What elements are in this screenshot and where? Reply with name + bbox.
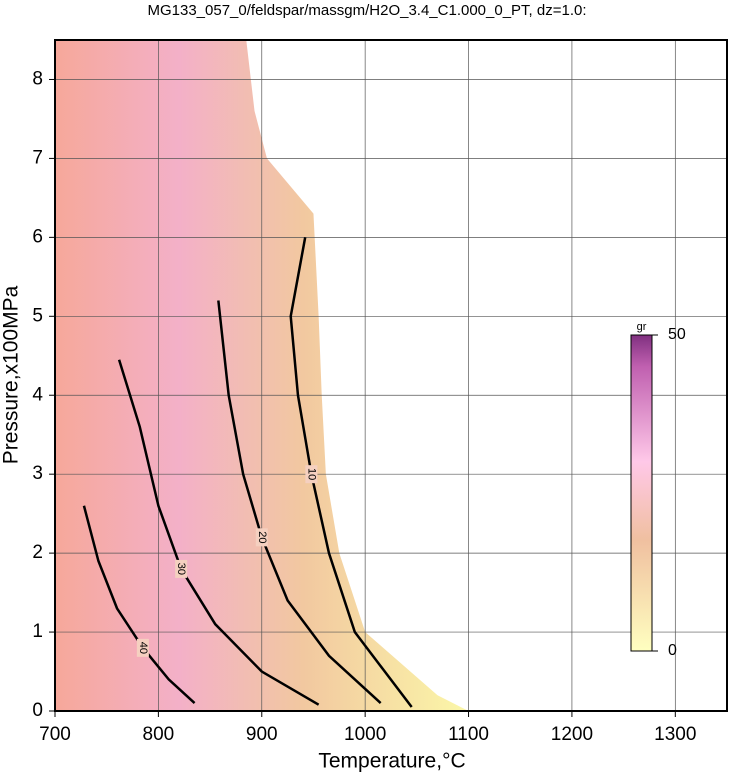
x-tick-label: 800 xyxy=(143,724,175,745)
colorbar-tick-label: 0 xyxy=(668,642,677,659)
colorbar-label: gr xyxy=(637,321,647,333)
x-axis-label: Temperature,°C xyxy=(318,750,465,773)
x-tick-label: 1300 xyxy=(654,724,696,745)
contour-label: 40 xyxy=(137,642,149,654)
y-tick-label: 2 xyxy=(32,542,43,563)
x-tick-label: 1100 xyxy=(448,724,489,745)
y-tick-label: 0 xyxy=(32,700,43,721)
x-tick-label: 900 xyxy=(246,724,278,745)
contour-label-bg xyxy=(305,465,318,484)
y-tick-label: 1 xyxy=(32,621,43,642)
y-tick-label: 3 xyxy=(32,463,43,484)
y-tick-label: 6 xyxy=(32,226,43,247)
contour-label-bg xyxy=(175,559,188,578)
y-tick-label: 8 xyxy=(32,68,43,89)
contour-label: 10 xyxy=(305,468,317,480)
plot-frame xyxy=(54,39,728,712)
contour-line xyxy=(82,505,196,705)
y-tick-label: 5 xyxy=(32,305,43,326)
x-tick-label: 1000 xyxy=(344,724,386,745)
y-axis-label: Pressure,x100MPa xyxy=(0,285,23,464)
x-tick-label: 700 xyxy=(39,724,71,745)
x-tick-label: 1200 xyxy=(551,724,593,745)
colorbar-tick-label: 50 xyxy=(668,326,686,343)
plot-area: 700 800 900 1000 1100 1200 1300 0 1 2 3 4 5 6 7 8 10 20 30… xyxy=(32,39,728,745)
y-tick-label: 7 xyxy=(32,147,43,168)
y-tick-label: 4 xyxy=(32,384,43,405)
chart-title: MG133_057_0/feldspar/massgm/H2O_3.4_C1.0… xyxy=(147,2,586,19)
colorbar xyxy=(630,334,653,652)
contour-label: 20 xyxy=(256,531,268,543)
contour-label: 30 xyxy=(175,563,187,575)
contour-label-bg xyxy=(255,528,268,547)
contour-label-bg xyxy=(136,638,149,657)
